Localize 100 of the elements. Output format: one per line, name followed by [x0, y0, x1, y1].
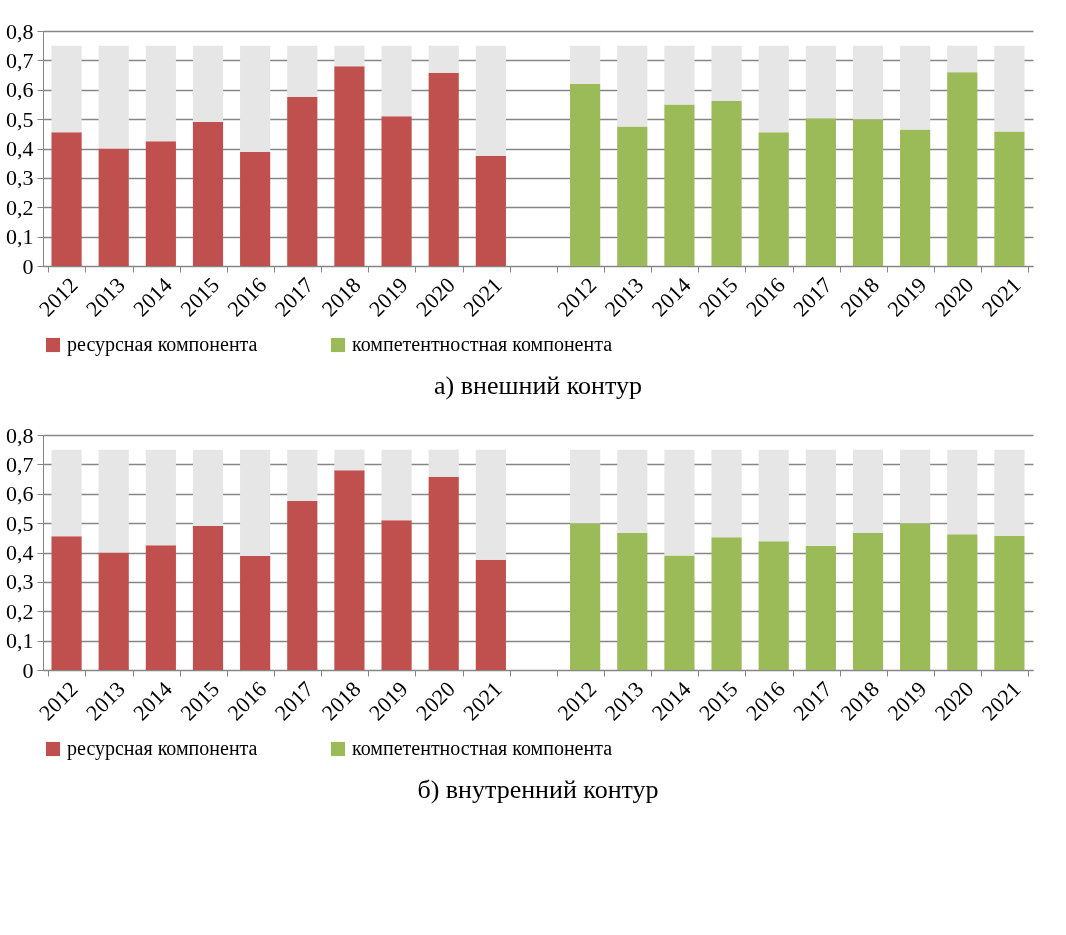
y-tick-label: 0,7 — [6, 47, 34, 73]
bar — [428, 476, 459, 670]
y-tick-label: 0,5 — [6, 106, 34, 132]
bar — [98, 45, 129, 149]
bar — [475, 155, 506, 266]
bar — [192, 122, 224, 266]
bar — [758, 449, 789, 542]
y-tick-label: 0,7 — [6, 451, 34, 477]
bar — [852, 119, 884, 266]
bar — [381, 520, 412, 670]
bar — [758, 132, 789, 266]
bar — [475, 559, 506, 670]
bar — [475, 45, 506, 156]
bar — [381, 45, 412, 117]
bar — [192, 45, 224, 123]
bar — [570, 45, 601, 84]
y-tick-label: 0,1 — [6, 628, 34, 654]
bar — [240, 45, 271, 153]
bar — [145, 449, 176, 546]
bar — [947, 449, 978, 535]
y-tick-label: 0,6 — [6, 77, 34, 103]
bar — [852, 449, 884, 534]
legend-label: ресурсная компонента — [67, 737, 258, 760]
bar — [334, 45, 365, 67]
bar — [664, 45, 695, 105]
bar — [570, 449, 601, 524]
bar — [287, 449, 318, 502]
text: б) внутренний контур — [417, 775, 659, 804]
bar — [852, 45, 884, 120]
bar — [617, 126, 648, 266]
bar — [664, 104, 695, 266]
bar — [758, 541, 789, 670]
bar — [145, 141, 176, 266]
y-tick-label: 0 — [22, 253, 34, 279]
bar — [98, 449, 129, 553]
bar — [570, 83, 601, 266]
bar — [617, 45, 648, 127]
bar — [711, 100, 742, 266]
bar — [51, 536, 82, 670]
bar — [805, 118, 836, 266]
bar — [381, 449, 412, 521]
legend-label: компетентностная компонента — [352, 333, 613, 355]
bar — [711, 537, 742, 670]
bar — [664, 449, 695, 556]
y-tick-label: 0,4 — [6, 136, 34, 161]
bar — [381, 116, 412, 266]
bar — [994, 535, 1025, 670]
bar — [900, 45, 931, 130]
bar — [240, 152, 271, 266]
bar — [287, 97, 318, 266]
bar — [98, 552, 129, 670]
bar — [805, 449, 836, 546]
bar — [805, 545, 836, 670]
bar — [664, 555, 695, 670]
bar — [334, 470, 365, 670]
bar — [994, 131, 1025, 266]
bar — [287, 501, 318, 670]
y-tick-label: 0,8 — [6, 18, 34, 44]
bar — [145, 545, 176, 670]
bar — [900, 523, 931, 670]
bar — [51, 45, 82, 133]
y-tick-label: 0,3 — [6, 569, 34, 595]
bar — [334, 449, 365, 471]
bar — [617, 449, 648, 533]
bar — [994, 449, 1025, 536]
bar — [145, 45, 176, 142]
y-tick-label: 0,1 — [6, 224, 34, 250]
bar — [617, 532, 648, 670]
y-tick-label: 0,6 — [6, 481, 34, 507]
bar — [98, 148, 129, 266]
bar — [900, 449, 931, 524]
y-tick-label: 0,2 — [6, 598, 34, 624]
y-tick-label: 0,2 — [6, 194, 34, 220]
bar — [711, 45, 742, 101]
bar — [475, 449, 506, 560]
bar — [240, 556, 271, 670]
legend-label: компетентностная компонента — [352, 737, 613, 759]
bar — [287, 45, 318, 98]
y-tick-label: 0,3 — [6, 165, 34, 191]
legend-label: ресурсная компонента — [67, 333, 258, 356]
bar — [994, 45, 1025, 132]
bar — [805, 45, 836, 119]
bar — [947, 45, 978, 73]
bar — [428, 449, 459, 477]
bar — [428, 72, 459, 266]
bar — [570, 523, 601, 670]
bar — [947, 534, 978, 670]
bar — [852, 533, 884, 670]
bar — [192, 449, 224, 527]
y-tick-label: 0 — [22, 657, 34, 683]
bar — [334, 66, 365, 266]
bar — [900, 129, 931, 266]
bar — [51, 132, 82, 266]
bar — [428, 45, 459, 73]
bar — [192, 526, 224, 670]
y-tick-label: 0,5 — [6, 510, 34, 536]
bar — [51, 449, 82, 537]
bar — [711, 449, 742, 538]
bar — [758, 45, 789, 133]
y-tick-label: 0,4 — [6, 540, 34, 565]
